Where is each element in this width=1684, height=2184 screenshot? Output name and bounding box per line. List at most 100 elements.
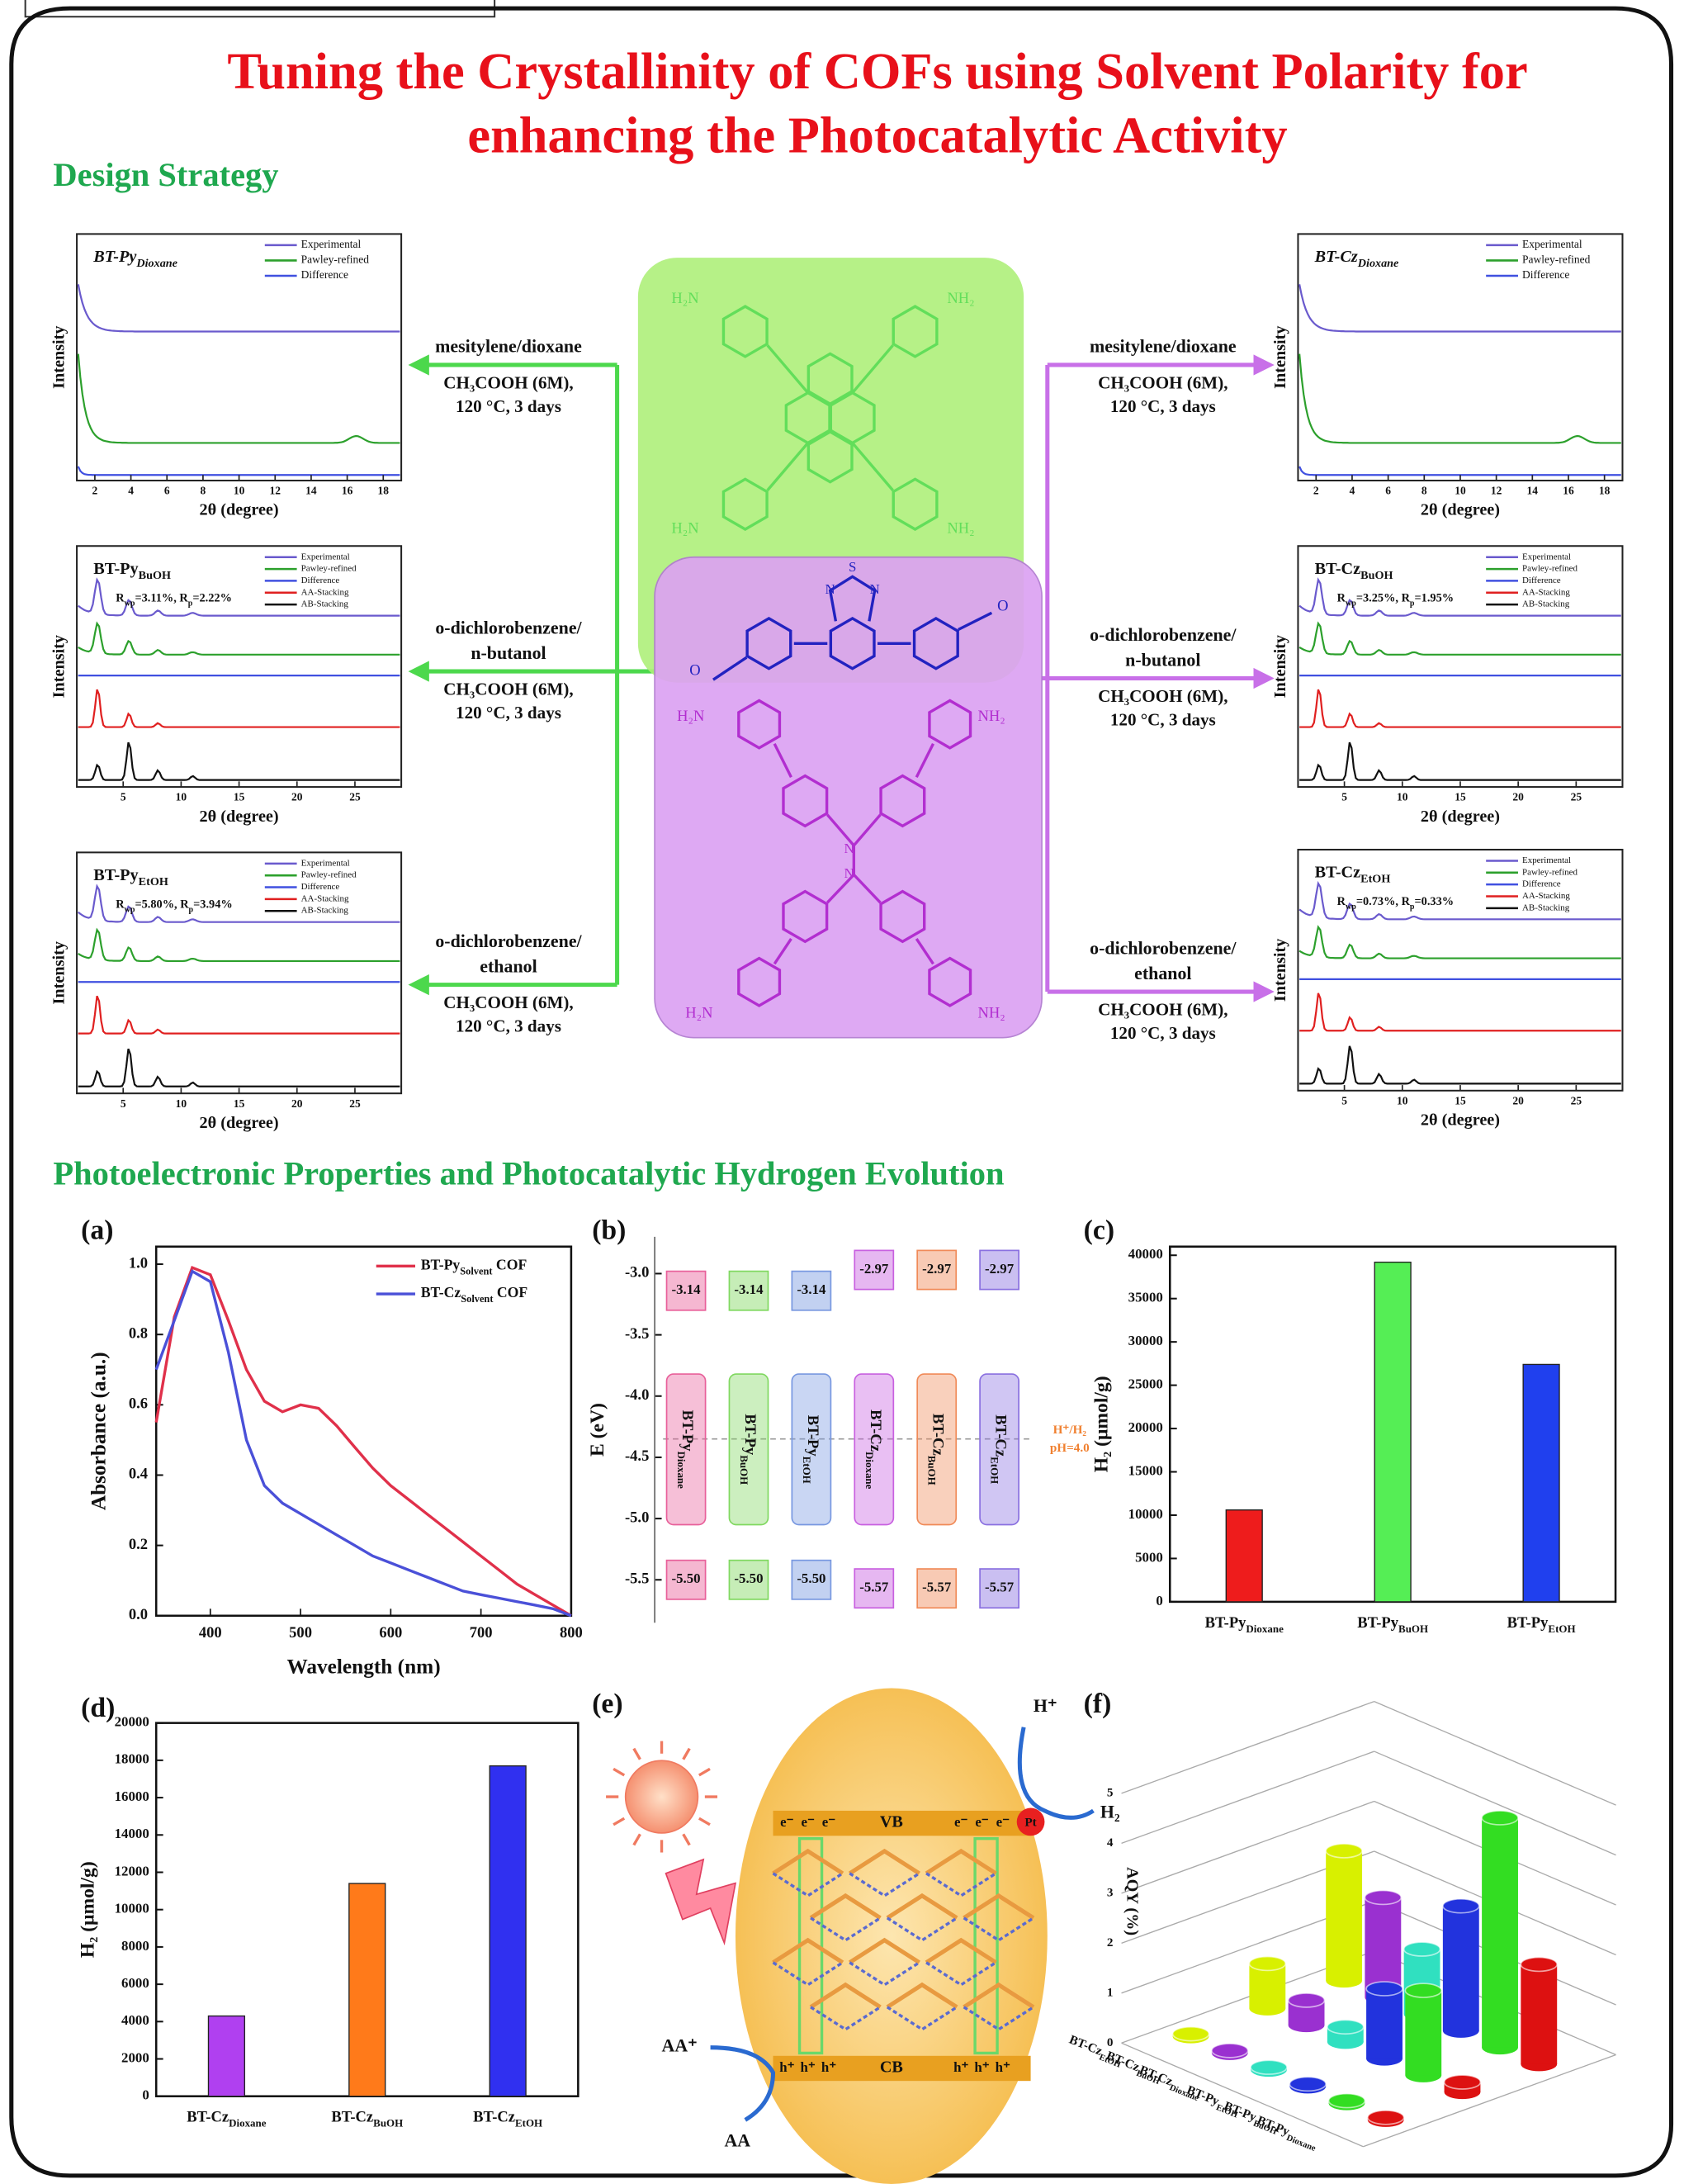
cb-label: -2.97	[859, 1261, 889, 1277]
legend-label: Pawley-refined	[1522, 564, 1578, 574]
hole: h⁺	[996, 2059, 1010, 2075]
y-tick-label: -5.0	[625, 1509, 649, 1526]
temperature: 120 °C, 3 days	[456, 703, 561, 722]
bar-cap	[1327, 2020, 1364, 2034]
y-tick-label: 0.4	[129, 1466, 148, 1483]
y-tick-label: 15000	[1128, 1462, 1163, 1478]
panel-letter: (d)	[81, 1693, 115, 1723]
bar	[208, 2016, 244, 2096]
x-tick-label: 15	[234, 1097, 245, 1110]
x-tick-label: 15	[1455, 1094, 1466, 1106]
solvent: o-dichlorobenzene/	[1090, 624, 1237, 645]
x-tick-label: 25	[1571, 791, 1582, 803]
y-tick-label: 0	[1156, 1593, 1162, 1608]
y-tick-label: 5000	[1135, 1549, 1163, 1565]
sun-ray	[684, 1749, 690, 1760]
graphical-abstract: Tuning the Crystallinity of COFs using S…	[0, 0, 1684, 2184]
atom: N	[844, 865, 854, 881]
x-tick-label: 700	[470, 1624, 493, 1642]
atom: N	[825, 581, 835, 597]
amine: NH₂	[947, 290, 974, 307]
sun-ray	[613, 1769, 624, 1775]
panel-letter: (b)	[592, 1215, 626, 1246]
y-tick-label: 0	[142, 2087, 149, 2103]
legend-label: Pawley-refined	[301, 253, 370, 266]
x-tick-label: BT-CzBuOH	[331, 2109, 403, 2130]
panel-letter: (f)	[1084, 1689, 1112, 1719]
x-tick-label: 2	[92, 485, 98, 497]
x-tick-label: 500	[289, 1624, 312, 1642]
y-axis-label: H₂ (μmol/g)	[1091, 1376, 1113, 1472]
y-axis-label: E (eV)	[587, 1403, 608, 1457]
y-tick-label: -3.5	[625, 1325, 649, 1343]
cb-label: -3.14	[734, 1282, 764, 1297]
x-tick-label: 25	[349, 791, 361, 803]
y-tick-label: 40000	[1128, 1246, 1163, 1262]
title: Tuning the Crystallinity of COFs using S…	[227, 43, 1527, 100]
y-tick-label: 10000	[1128, 1506, 1163, 1522]
y-tick-label: 0.8	[129, 1324, 148, 1342]
x-tick-label: BT-CzEtOH	[473, 2109, 542, 2130]
acid: CH₃COOH (6M),	[1098, 1000, 1228, 1020]
solvent: o-dichlorobenzene/	[435, 617, 582, 637]
y-tick-label: 0.6	[129, 1395, 148, 1413]
legend-label: Experimental	[301, 552, 350, 561]
legend-label: AA-Stacking	[1522, 587, 1570, 597]
x-tick-label: 8	[201, 485, 206, 497]
y-tick-label: 0.2	[129, 1536, 148, 1553]
series-line	[156, 1267, 571, 1616]
legend-label: Difference	[1522, 576, 1561, 585]
y-tick-label: 4000	[121, 2012, 149, 2028]
cb-label: -2.97	[985, 1261, 1015, 1277]
cb-label: -3.14	[797, 1282, 826, 1297]
y-tick-label: 0.0	[129, 1606, 148, 1623]
y-tick-label: 30000	[1128, 1333, 1163, 1348]
bar-cap	[1445, 2075, 1481, 2089]
y-tick-label: 25000	[1128, 1376, 1163, 1391]
temperature: 120 °C, 3 days	[1110, 710, 1216, 730]
x-tick-label: 25	[349, 1097, 361, 1110]
bar-cap	[1443, 1899, 1479, 1913]
legend-label: Experimental	[301, 238, 362, 250]
z-axis-label: AQY (%)	[1123, 1867, 1141, 1935]
sun-ray	[684, 1834, 690, 1845]
xrd-frame	[77, 852, 401, 1093]
xrd-frame	[77, 546, 401, 787]
legend-label: Experimental	[1522, 238, 1582, 250]
solvent: o-dichlorobenzene/	[1090, 937, 1237, 958]
y-tick-label: 35000	[1128, 1290, 1163, 1305]
electron: e⁻	[801, 1814, 814, 1830]
legend-label: Experimental	[301, 858, 350, 868]
solvent: mesitylene/dioxane	[1090, 336, 1237, 357]
plot-frame	[156, 1247, 571, 1616]
bar3d	[1326, 1850, 1362, 1980]
hole: h⁺	[953, 2059, 968, 2075]
panel-letter: (a)	[81, 1215, 113, 1246]
y-tick-label: 1.0	[129, 1254, 148, 1272]
amine: H₂N	[671, 290, 698, 307]
temperature: 120 °C, 3 days	[456, 1016, 561, 1036]
sun-ray	[634, 1749, 641, 1760]
bar-cap	[1368, 2111, 1404, 2125]
acid: CH₃COOH (6M),	[1098, 686, 1228, 706]
atom: S	[849, 559, 856, 575]
y-tick-label: 16000	[115, 1788, 149, 1804]
band-label: VB	[880, 1813, 903, 1831]
x-axis-label: 2θ (degree)	[1421, 1111, 1500, 1130]
x-axis-label: 2θ (degree)	[1421, 501, 1500, 519]
legend-label: AA-Stacking	[1522, 891, 1570, 901]
z-tick-label: 1	[1107, 1985, 1114, 1999]
vb-label: -5.57	[922, 1580, 952, 1595]
amine: NH₂	[977, 708, 1005, 725]
bar-cap	[1251, 2060, 1287, 2074]
axis	[1122, 2043, 1364, 2147]
vb-label: -5.57	[859, 1580, 889, 1595]
x-tick-label: 10	[1455, 485, 1466, 497]
z-tick-label: 3	[1107, 1885, 1114, 1899]
x-tick-label: BT-CzDioxane	[187, 2109, 266, 2130]
bar3d	[1521, 1964, 1557, 2064]
sun-ray	[699, 1818, 710, 1825]
legend-label: Experimental	[1522, 552, 1571, 561]
proton: H⁺	[1034, 1695, 1057, 1716]
xrd-frame	[1298, 546, 1622, 787]
